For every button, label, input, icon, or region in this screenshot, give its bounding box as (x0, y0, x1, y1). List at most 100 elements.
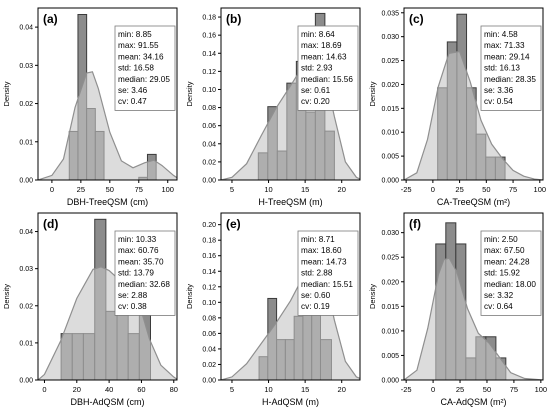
y-axis-label: Density (2, 284, 11, 309)
y-tick-label: 0.03 (19, 63, 33, 70)
y-tick-label: 0.12 (202, 284, 216, 291)
stats-line: max: 60.76 (118, 246, 159, 255)
stats-line: max: 67.50 (484, 246, 525, 255)
y-tick-label: 0.000 (381, 178, 399, 185)
y-tick-label: 0.00 (19, 378, 33, 385)
x-axis-label: CA-TreeQSM (m²) (437, 197, 510, 207)
y-tick-label: 0.02 (202, 362, 216, 369)
x-axis-label: H-TreeQSM (m) (258, 197, 322, 207)
panel-label: (f) (409, 217, 421, 231)
x-tick-label: 10 (264, 385, 272, 394)
x-tick-label: 50 (106, 185, 114, 194)
stats-line: mean: 34.16 (118, 52, 164, 61)
x-tick-label: 25 (455, 185, 463, 194)
y-tick-label: 0.010 (381, 130, 399, 137)
panel-6: 0.000 0.005 0.010 0.015 0.020 0.025 0.030 -25 0 2… (368, 212, 547, 407)
y-tick-label: 0.03 (19, 266, 33, 273)
y-tick-label: 0.00 (202, 378, 216, 385)
y-tick-label: 0.025 (381, 255, 399, 262)
y-tick-label: 0.16 (202, 33, 216, 40)
stats-line: min: 8.64 (301, 30, 335, 39)
kde-area (38, 266, 177, 380)
stats-line: mean: 29.14 (484, 52, 530, 61)
x-axis-label: CA-AdQSM (m²) (441, 397, 507, 407)
stats-line: mean: 14.63 (301, 52, 347, 61)
stats-box (297, 230, 359, 316)
stats-line: mean: 24.28 (484, 257, 530, 266)
y-tick-label: 0.08 (202, 315, 216, 322)
stats-line: min: 2.50 (484, 235, 518, 244)
stats-line: max: 91.55 (118, 41, 159, 50)
y-tick-label: 0.02 (19, 101, 33, 108)
stats-line: min: 10.33 (118, 235, 157, 244)
x-axis-label: DBH-TreeQSM (cm) (67, 197, 148, 207)
x-tick-label: 75 (509, 185, 517, 194)
stats-line: cv: 0.47 (118, 97, 147, 106)
x-tick-label: 100 (161, 185, 174, 194)
y-tick-label: 0.10 (202, 300, 216, 307)
plot-marks (404, 222, 543, 380)
y-tick-label: 0.01 (19, 340, 33, 347)
x-tick-label: 5 (230, 185, 234, 194)
y-axis-label: Density (2, 81, 11, 106)
stats-line: se: 2.88 (118, 291, 148, 300)
y-tick-label: 0.04 (19, 25, 33, 32)
x-tick-label: 100 (534, 185, 547, 194)
panel-label: (d) (43, 217, 58, 231)
panel-label: (b) (226, 12, 241, 26)
plot-marks (404, 13, 543, 180)
y-tick-label: 0.020 (381, 279, 399, 286)
x-tick-label: 0 (431, 385, 435, 394)
y-tick-label: 0.010 (381, 328, 399, 335)
y-tick-label: 0.10 (202, 87, 216, 94)
stats-line: median: 32.68 (118, 280, 170, 289)
y-axis-label: Density (185, 81, 194, 106)
stats-line: min: 4.58 (484, 30, 518, 39)
x-tick-label: -25 (401, 385, 412, 394)
plot-frame (403, 7, 544, 181)
kde-curve (404, 50, 543, 180)
y-axis-label: Density (185, 284, 194, 309)
stats-line: mean: 14.73 (301, 257, 347, 266)
stats-line: cv: 0.20 (301, 97, 330, 106)
panel-5: 0.00 0.02 0.04 0.06 0.08 0.10 0.12 0.14 0.16 0.18… (185, 212, 361, 407)
stats-line: min: 8.71 (301, 235, 335, 244)
x-tick-label: 20 (338, 185, 346, 194)
y-tick-label: 0.02 (19, 303, 33, 310)
x-tick-label: 15 (301, 185, 309, 194)
stats-line: max: 71.33 (484, 41, 525, 50)
panel-label: (a) (43, 12, 58, 26)
stats-line: std: 13.79 (118, 269, 154, 278)
stats-line: cv: 0.64 (484, 302, 513, 311)
stats-line: cv: 0.19 (301, 302, 330, 311)
panel-3: 0.000 0.005 0.010 0.015 0.020 0.025 0.030 0.035… (368, 7, 547, 207)
y-tick-label: 0.035 (381, 10, 399, 17)
kde-area (404, 51, 543, 180)
y-tick-label: 0.020 (381, 82, 399, 89)
x-tick-label: 50 (483, 385, 491, 394)
y-tick-label: 0.12 (202, 69, 216, 76)
y-tick-label: 0.02 (202, 159, 216, 166)
stats-line: median: 15.56 (301, 75, 353, 84)
panel-1: 0.00 0.01 0.02 0.03 0.04 0 25 50 75 100 DBH-TreeQS… (2, 7, 178, 207)
x-tick-label: 15 (301, 385, 309, 394)
x-tick-label: 40 (105, 385, 113, 394)
y-tick-label: 0.015 (381, 304, 399, 311)
y-tick-label: 0.06 (202, 123, 216, 130)
x-tick-label: 25 (456, 385, 464, 394)
plot-frame (37, 7, 178, 181)
y-axis-label: Density (368, 284, 377, 309)
stats-line: std: 16.58 (118, 64, 154, 73)
y-tick-label: 0.000 (381, 378, 399, 385)
x-tick-label: -25 (401, 185, 412, 194)
stats-line: max: 18.69 (301, 41, 342, 50)
plot-marks (38, 13, 177, 180)
y-tick-label: 0.18 (202, 15, 216, 22)
y-tick-label: 0.030 (381, 34, 399, 41)
stats-line: std: 15.92 (484, 269, 520, 278)
x-tick-label: 50 (482, 185, 490, 194)
x-tick-label: 0 (42, 385, 46, 394)
stats-line: se: 3.36 (484, 86, 514, 95)
